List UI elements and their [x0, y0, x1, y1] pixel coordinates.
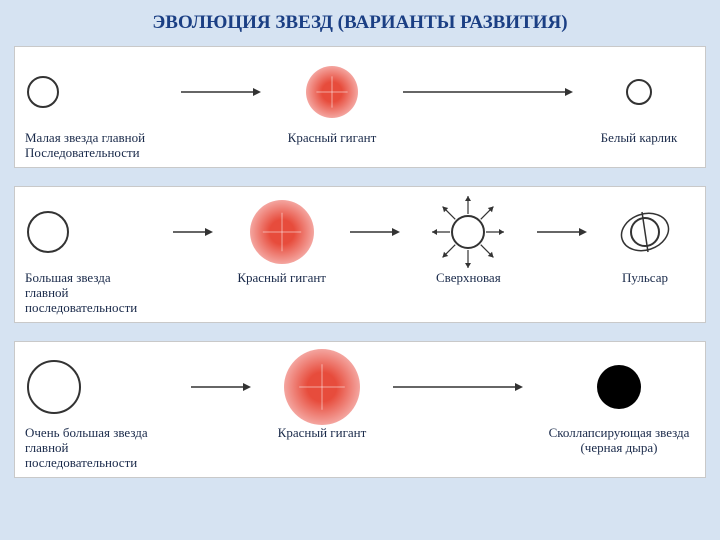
- star-icon: [624, 77, 654, 107]
- arrow-icon: [393, 381, 523, 393]
- evolution-row: Большая звездаглавнойпоследовательности …: [25, 195, 695, 316]
- stage: Большая звездаглавнойпоследовательности: [25, 195, 165, 316]
- stage-label: Пульсар: [622, 271, 668, 286]
- stage-icon-slot: [281, 350, 363, 424]
- panels-container: Малая звезда главнойПоследовательности К…: [14, 46, 706, 478]
- stage: Малая звезда главнойПоследовательности: [25, 55, 175, 161]
- stage-icon-slot: [594, 350, 644, 424]
- star-icon: [25, 209, 71, 255]
- page: ЭВОЛЮЦИЯ ЗВЕЗД (ВАРИАНТЫ РАЗВИТИЯ) Малая…: [0, 0, 720, 540]
- arrow-icon: [191, 381, 251, 393]
- stage-icon-slot: [618, 195, 672, 269]
- arrow-icon: [350, 226, 400, 238]
- red-giant-icon: [281, 346, 363, 428]
- stage-label: Белый карлик: [601, 131, 678, 146]
- stage-label: Малая звезда главнойПоследовательности: [25, 131, 145, 161]
- stage-icon-slot: [247, 195, 317, 269]
- supernova-icon: [429, 193, 507, 271]
- stage-label: Сколлапсирующая звезда(черная дыра): [549, 426, 690, 456]
- stage: Очень большая звездаглавнойпоследователь…: [25, 350, 185, 471]
- black-hole-icon: [594, 362, 644, 412]
- stage: Красный гигант: [257, 350, 387, 441]
- arrow-icon: [181, 86, 261, 98]
- red-giant-icon: [303, 63, 361, 121]
- arrow-icon: [537, 226, 587, 238]
- stage: Пульсар: [595, 195, 695, 286]
- red-giant-icon: [247, 197, 317, 267]
- evolution-row: Очень большая звездаглавнойпоследователь…: [25, 350, 695, 471]
- pulsar-icon: [618, 209, 672, 255]
- stage-label: Красный гигант: [237, 271, 326, 286]
- stage-icon-slot: [429, 195, 507, 269]
- stage-icon-slot: [303, 55, 361, 129]
- stage-label: Очень большая звездаглавнойпоследователь…: [25, 426, 148, 471]
- stage-icon-slot: [25, 350, 83, 424]
- arrow-slot: [348, 195, 403, 269]
- stage: Белый карлик: [579, 55, 699, 146]
- stage-icon-slot: [25, 195, 71, 269]
- evolution-panel: Очень большая звездаглавнойпоследователь…: [14, 341, 706, 478]
- stage: Красный гигант: [222, 195, 342, 286]
- arrow-slot: [393, 350, 523, 424]
- stage: Сколлапсирующая звезда(черная дыра): [529, 350, 709, 456]
- arrow-slot: [171, 195, 216, 269]
- arrow-icon: [173, 226, 213, 238]
- stage-label: Красный гигант: [288, 131, 377, 146]
- stage-label: Большая звездаглавнойпоследовательности: [25, 271, 137, 316]
- stage-icon-slot: [25, 55, 61, 129]
- arrow-slot: [191, 350, 251, 424]
- arrow-icon: [403, 86, 573, 98]
- diagram-title: ЭВОЛЮЦИЯ ЗВЕЗД (ВАРИАНТЫ РАЗВИТИЯ): [14, 12, 706, 34]
- stage: Красный гигант: [267, 55, 397, 146]
- arrow-slot: [181, 55, 261, 129]
- evolution-panel: Малая звезда главнойПоследовательности К…: [14, 46, 706, 168]
- evolution-panel: Большая звездаглавнойпоследовательности …: [14, 186, 706, 323]
- stage-label: Сверхновая: [436, 271, 501, 286]
- star-icon: [25, 74, 61, 110]
- stage: Сверхновая: [408, 195, 528, 286]
- star-icon: [25, 358, 83, 416]
- arrow-slot: [534, 195, 589, 269]
- stage-icon-slot: [624, 55, 654, 129]
- arrow-slot: [403, 55, 573, 129]
- evolution-row: Малая звезда главнойПоследовательности К…: [25, 55, 695, 161]
- stage-label: Красный гигант: [278, 426, 367, 441]
